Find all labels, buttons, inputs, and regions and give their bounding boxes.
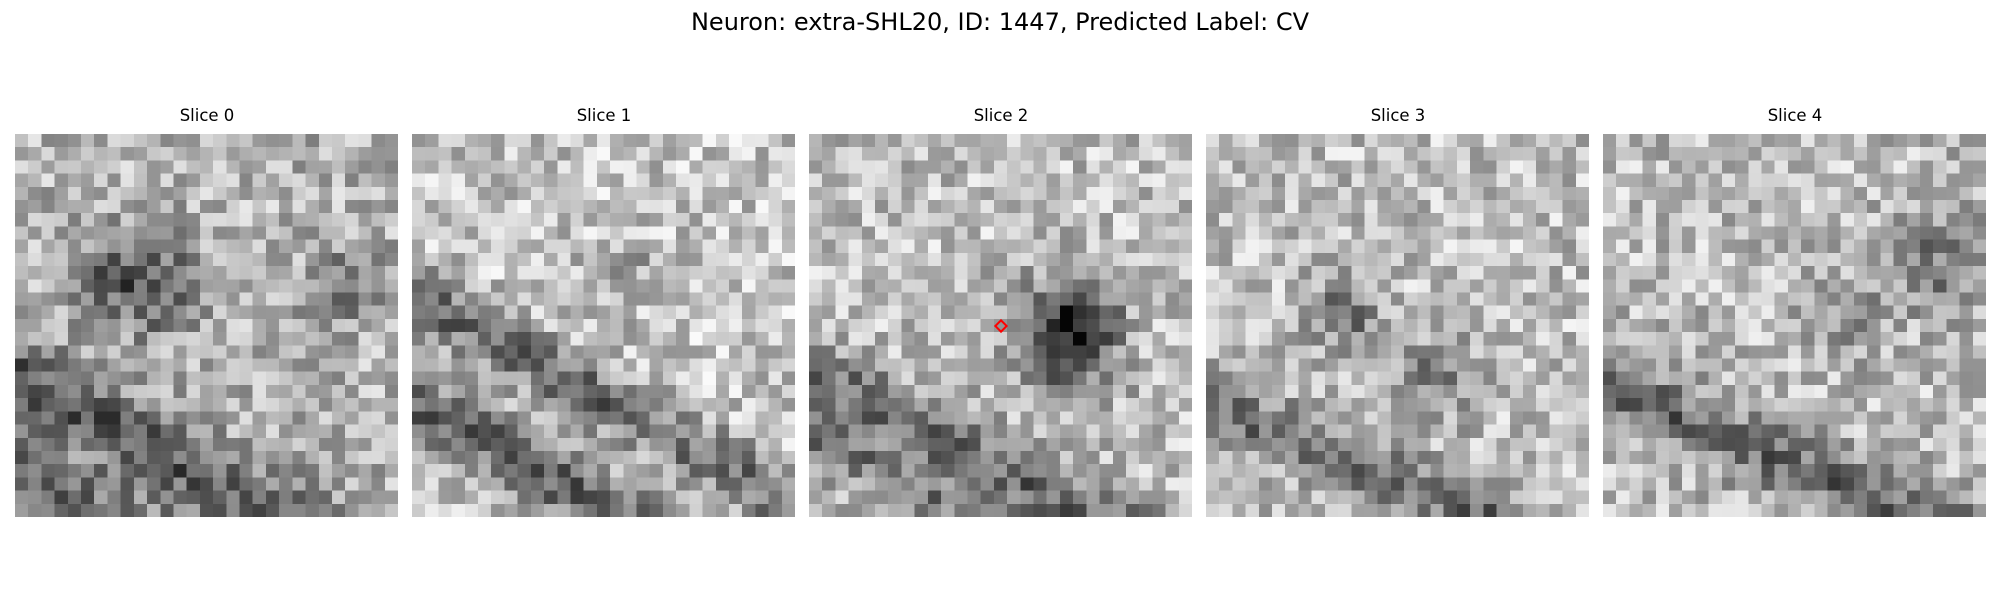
slice-title-3: Slice 3 (1370, 106, 1426, 125)
slice-image-4 (1603, 134, 1986, 517)
figure-title: Neuron: extra-SHL20, ID: 1447, Predicted… (690, 8, 1310, 36)
slice-panel-1: Slice 1 (412, 106, 796, 517)
slice-title-1: Slice 1 (576, 106, 632, 125)
slice-title-4: Slice 4 (1767, 106, 1823, 125)
slice-image-0 (15, 134, 398, 517)
slice-title-2: Slice 2 (973, 106, 1029, 125)
slice-panel-0: Slice 0 (15, 106, 399, 517)
slice-panel-3: Slice 3 (1206, 106, 1590, 517)
slice-image-wrapper-2 (809, 134, 1192, 517)
slice-panel-2: Slice 2 (809, 106, 1193, 517)
slice-image-1 (412, 134, 795, 517)
slice-image-3 (1206, 134, 1589, 517)
slice-panel-4: Slice 4 (1603, 106, 1987, 517)
slice-image-2 (809, 134, 1192, 517)
slice-title-0: Slice 0 (179, 106, 235, 125)
